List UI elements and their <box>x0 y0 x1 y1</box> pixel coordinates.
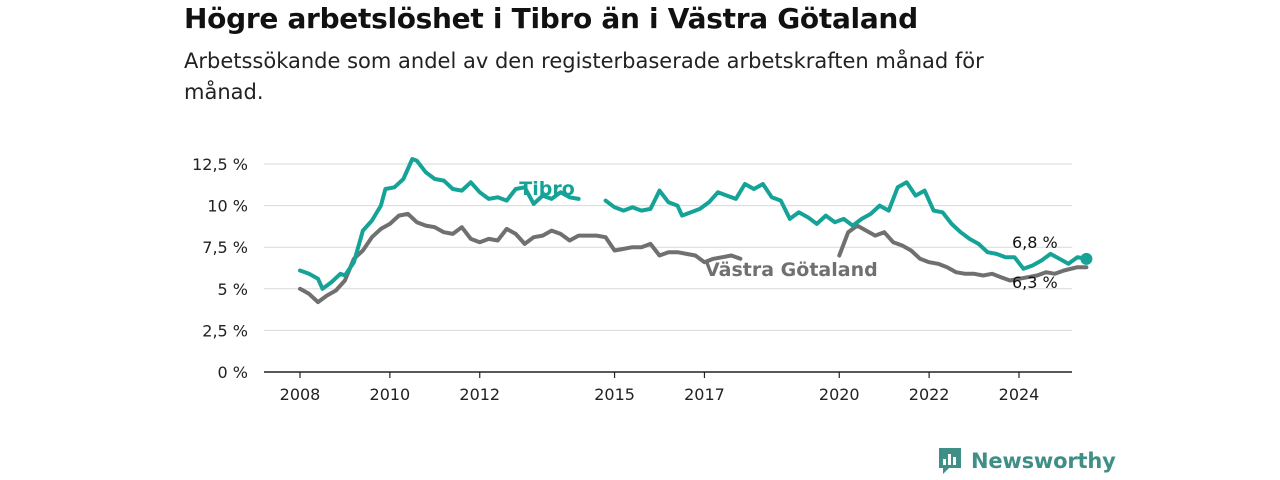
x-tick-label: 2015 <box>594 385 635 404</box>
y-tick-label: 5 % <box>218 280 248 299</box>
x-tick-label: 2017 <box>684 385 725 404</box>
y-tick-label: 2,5 % <box>202 321 248 340</box>
y-tick-label: 12,5 % <box>192 155 248 174</box>
chart-subtitle: Arbetssökande som andel av den registerb… <box>184 49 984 104</box>
series-line-tibro <box>603 180 1089 271</box>
last-value-label-tibro: 6,8 % <box>1012 233 1058 252</box>
last-point-marker-tibro <box>1080 252 1093 265</box>
x-tick-label: 2022 <box>909 385 950 404</box>
last-value-label-vastra-gotaland: 6,3 % <box>1012 273 1058 292</box>
x-tick-label: 2024 <box>999 385 1040 404</box>
series-label-vastra-gotaland: Västra Götaland <box>705 259 878 281</box>
series-line-v-stra-g-taland <box>298 211 743 305</box>
series-lines <box>298 157 1093 305</box>
gridlines <box>264 163 1072 373</box>
y-tick-label: 7,5 % <box>202 238 248 257</box>
chart-title: Högre arbetslöshet i Tibro än i Västra G… <box>184 2 918 35</box>
newsworthy-brand: Newsworthy <box>937 446 1116 476</box>
newsworthy-logo-icon <box>939 448 961 474</box>
y-tick-label: 10 % <box>207 197 248 216</box>
brand-name: Newsworthy <box>971 449 1116 473</box>
series-line-v-stra-g-taland <box>837 223 1089 283</box>
x-tick-label: 2008 <box>280 385 321 404</box>
x-axis: 2008 2010 2012 2015 2017 2020 2022 2024 <box>280 372 1040 404</box>
y-axis: 0 % 2,5 % 5 % 7,5 % 10 % 12,5 % <box>192 155 248 382</box>
x-tick-label: 2010 <box>370 385 411 404</box>
series-label-tibro: Tibro <box>519 178 575 200</box>
x-tick-label: 2012 <box>459 385 500 404</box>
x-tick-label: 2020 <box>819 385 860 404</box>
y-tick-label: 0 % <box>218 363 248 382</box>
series-line-tibro <box>298 157 581 291</box>
